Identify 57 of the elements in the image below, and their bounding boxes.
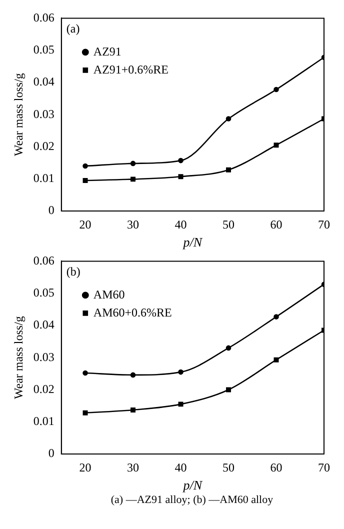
point [178,369,184,375]
point [130,372,136,378]
y-tick-label: 0.01 [33,414,54,428]
x-tick-label: 20 [79,217,92,232]
point [130,176,136,182]
legend-label: AM60 [93,287,125,302]
x-tick-label: 70 [318,460,330,474]
x-tick-label: 50 [222,217,235,232]
point [82,370,88,376]
x-tick-label: 40 [174,460,187,474]
x-tick-label: 30 [127,217,140,232]
point [178,174,184,180]
y-tick-label: 0 [48,203,54,218]
point [226,167,231,172]
point [178,402,184,407]
annotation: (a) [66,21,80,36]
y-tick-label: 0.02 [33,382,54,396]
x-tick-label: 40 [174,217,187,232]
y-axis-title: Wear mass loss/g [11,73,26,156]
y-tick-label: 0.06 [33,10,54,24]
point [226,387,231,392]
point [82,410,88,416]
x-axis-title: p/N [182,478,204,493]
x-tick-label: 20 [79,460,92,474]
y-tick-label: 0 [48,446,54,460]
annotation: (b) [66,264,80,278]
y-tick-label: 0.02 [33,138,54,153]
legend-label: AZ91+0.6%RE [93,62,168,76]
x-tick-label: 70 [318,217,330,232]
point [274,357,279,362]
x-tick-label: 60 [270,217,282,232]
point [274,86,279,92]
point [82,163,88,169]
y-tick-label: 0.04 [33,74,54,89]
point [274,314,279,320]
y-tick-label: 0.05 [33,42,54,56]
point [130,160,136,166]
y-axis-title: Wear mass loss/g [11,316,26,400]
x-axis-title: p/N [182,234,204,250]
x-tick-label: 30 [127,460,140,474]
y-tick-label: 0.03 [33,350,54,364]
point [178,158,184,164]
y-tick-label: 0.03 [33,106,54,121]
legend-label: AM60+0.6%RE [93,305,172,320]
x-tick-label: 60 [270,460,282,474]
text: (a) —AZ91 alloy; (b) —AM60 alloy [110,494,274,506]
point [226,345,232,351]
y-tick-label: 0.06 [33,253,54,268]
y-tick-label: 0.04 [33,318,54,332]
legend-label: AZ91 [93,44,122,58]
y-tick-label: 0.01 [33,171,54,186]
y-tick-label: 0.05 [33,285,54,300]
point [274,142,279,148]
x-tick-label: 50 [222,460,235,474]
point [82,178,88,183]
point [130,407,136,412]
point [226,116,232,122]
